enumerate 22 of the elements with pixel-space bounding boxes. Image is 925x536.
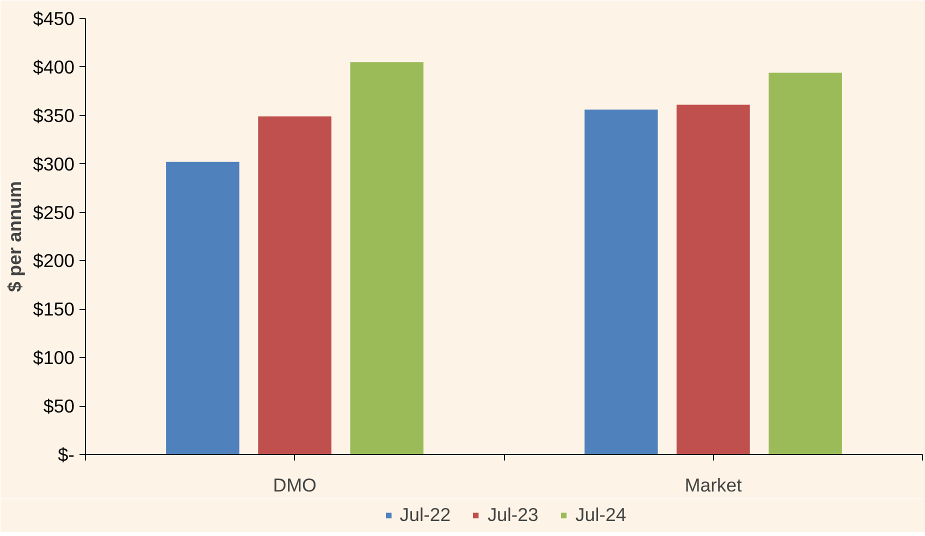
y-tick-label: $250 [32, 202, 75, 223]
x-tick-label: DMO [272, 474, 317, 496]
bar [166, 162, 240, 454]
y-tick-label: $- [58, 444, 75, 465]
y-tick-label: $350 [32, 104, 75, 126]
bar [350, 62, 424, 454]
y-axis-title: $ per annum [4, 181, 25, 292]
bar [584, 110, 658, 454]
y-tick-label: $200 [32, 250, 75, 272]
bar [258, 116, 332, 454]
y-tick-label: $400 [32, 56, 75, 78]
y-tick-label: $50 [43, 396, 75, 417]
y-tick-label: $150 [32, 298, 75, 320]
y-tick-label: $450 [32, 8, 75, 29]
legend-label: Jul-24 [575, 504, 626, 526]
legend-label: Jul-23 [488, 504, 538, 526]
x-tick-label: Market [684, 474, 743, 496]
y-tick-label: $300 [32, 153, 75, 174]
bar [768, 72, 842, 454]
legend-label: Jul-22 [400, 504, 451, 526]
bar [676, 104, 750, 454]
y-tick-label: $100 [32, 347, 75, 368]
